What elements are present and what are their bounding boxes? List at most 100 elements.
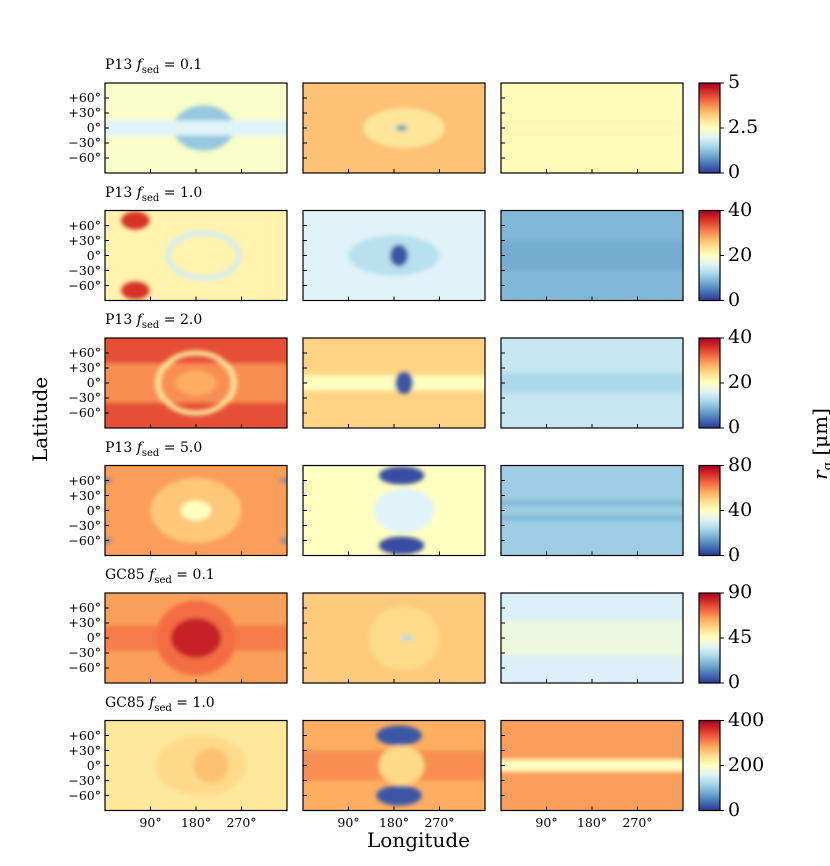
heatmap-blob <box>193 748 229 783</box>
heatmap-blob <box>400 635 413 641</box>
heatmap-blob <box>373 488 435 533</box>
colorbar-tick-label: 20 <box>728 371 753 393</box>
heatmap-ring <box>165 230 242 281</box>
heatmap-band <box>501 620 683 656</box>
fsed-value: = 5.0 <box>159 439 203 456</box>
heatmap-panel <box>501 338 683 428</box>
fsed-value: = 1.0 <box>171 694 215 711</box>
heatmap-background <box>501 83 683 173</box>
fsed-subscript: sed <box>141 447 160 459</box>
colorbar-tick-label: 20 <box>728 243 753 266</box>
heatmap-blob <box>175 370 217 396</box>
heatmap-panel <box>303 465 485 556</box>
heatmap-band <box>105 120 287 136</box>
fsed-value: = 1.0 <box>159 184 203 201</box>
y-tick-label: +60° <box>68 472 101 488</box>
y-tick-label: +60° <box>68 727 101 743</box>
heatmap-panel <box>501 210 683 301</box>
y-tick-label: −60° <box>68 787 101 803</box>
y-tick-label: −30° <box>68 262 101 278</box>
heatmap-ring <box>155 350 237 416</box>
colorbar <box>698 209 721 302</box>
heatmap-blob <box>280 478 287 483</box>
heatmap-background <box>501 465 683 556</box>
y-tick-label: +30° <box>68 360 101 375</box>
x-tick-label: 180° <box>378 814 410 830</box>
model-name: GC85 <box>105 694 150 711</box>
x-axis-title: Longitude <box>367 828 470 852</box>
heatmap-band <box>501 121 683 125</box>
heatmap-band <box>303 375 485 391</box>
heatmap-panel <box>303 593 485 683</box>
heatmap-blob <box>376 725 422 746</box>
y-tick-label: −60° <box>68 277 101 293</box>
y-tick-label: 0° <box>86 502 101 518</box>
x-tick-label: 270° <box>622 814 653 830</box>
x-tick-label: 90° <box>337 814 360 830</box>
heatmap-blob <box>376 785 422 806</box>
heatmap-panel <box>105 593 287 683</box>
colorbar <box>698 719 721 812</box>
fsed-symbol: f <box>136 439 142 456</box>
heatmap-panel <box>501 465 683 556</box>
fsed-symbol: f <box>136 184 142 201</box>
y-tick-label: −30° <box>68 772 101 788</box>
heatmap-panel <box>105 465 287 556</box>
y-tick-label: 0° <box>86 757 101 773</box>
heatmap-panel <box>501 83 683 173</box>
heatmap-blob <box>389 244 409 267</box>
y-tick-label: +30° <box>68 742 101 758</box>
heatmap-panel <box>105 83 287 173</box>
heatmap-panel <box>501 593 683 683</box>
heatmap-band <box>501 515 683 521</box>
fsed-symbol: f <box>136 312 142 328</box>
fsed-subscript: sed <box>154 702 172 714</box>
colorbar-tick-label: 0 <box>728 543 741 566</box>
colorbar-tick-label: 5 <box>728 71 741 93</box>
model-name: P13 <box>105 184 137 201</box>
y-axis-title: Latitude <box>28 376 52 462</box>
heatmap-blob <box>395 125 408 131</box>
colorbar-tick-label: 80 <box>728 453 753 476</box>
y-tick-label: −60° <box>68 532 101 548</box>
y-tick-label: +60° <box>68 600 101 615</box>
heatmap-blob <box>180 500 212 521</box>
fsed-symbol: f <box>149 694 155 711</box>
y-tick-label: −30° <box>68 390 101 405</box>
y-tick-label: +30° <box>68 232 101 248</box>
y-tick-label: −60° <box>68 405 101 420</box>
heatmap-band <box>501 500 683 506</box>
heatmap-blob <box>395 372 414 394</box>
colorbar-tick-label: 40 <box>728 498 753 521</box>
panel-label: GC85 fsed = 1.0 <box>105 695 215 714</box>
fsed-subscript: sed <box>141 192 160 204</box>
colorbar-tick-label: 2.5 <box>728 116 759 138</box>
heatmap-blob <box>121 211 150 230</box>
model-name: GC85 <box>105 567 150 583</box>
fsed-subscript: sed <box>141 64 160 76</box>
heatmap-panel <box>303 83 485 173</box>
heatmap-blob <box>121 281 150 300</box>
heatmap-panel <box>501 720 683 811</box>
x-tick-label: 90° <box>535 814 558 830</box>
fsed-value: = 2.0 <box>159 312 203 328</box>
heatmap-blob <box>378 536 425 555</box>
y-tick-label: 0° <box>86 247 101 263</box>
y-tick-label: +60° <box>68 90 101 105</box>
heatmap-panel <box>105 338 287 428</box>
y-tick-label: −60° <box>68 660 101 675</box>
y-tick-label: −60° <box>68 150 101 165</box>
heatmap-band <box>501 131 683 135</box>
colorbar <box>698 464 721 557</box>
model-name: P13 <box>105 57 137 73</box>
x-tick-label: 270° <box>424 814 455 830</box>
colorbar-tick-label: 40 <box>728 326 753 348</box>
heatmap-panel <box>303 210 485 301</box>
colorbar-title-symbol: r <box>808 470 830 480</box>
y-tick-label: +60° <box>68 217 101 233</box>
panel-label: P13 fsed = 2.0 <box>105 312 202 331</box>
y-tick-label: −30° <box>68 517 101 533</box>
colorbar-tick-label: 0 <box>728 161 741 183</box>
